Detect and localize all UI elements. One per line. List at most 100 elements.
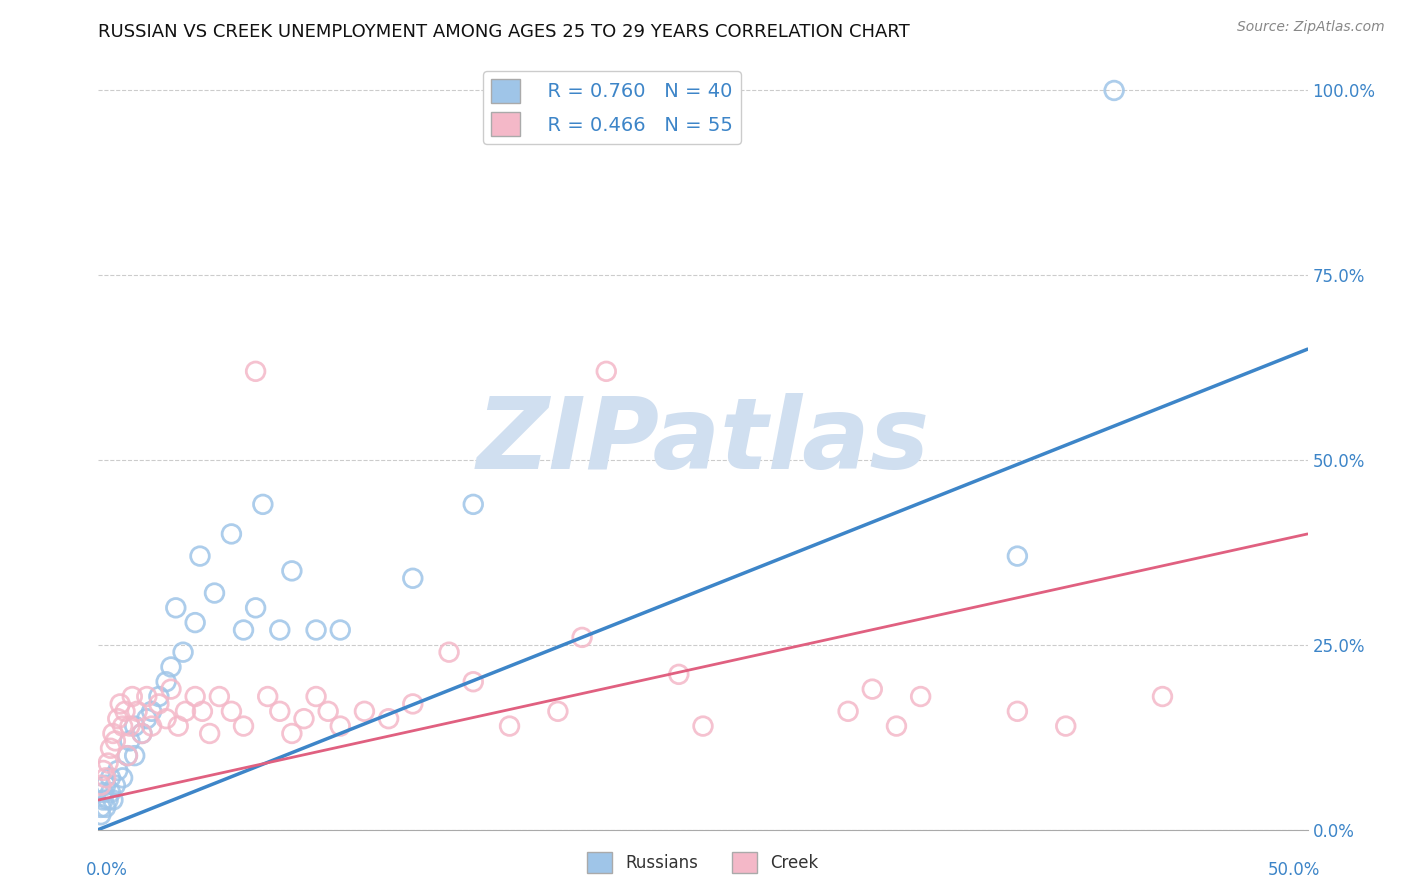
Point — [910, 690, 932, 704]
Point — [886, 719, 908, 733]
Point — [124, 748, 146, 763]
Point — [269, 623, 291, 637]
Point — [107, 712, 129, 726]
Point — [121, 690, 143, 704]
Point — [117, 748, 139, 763]
Point — [127, 704, 149, 718]
Point — [131, 726, 153, 740]
Point — [100, 741, 122, 756]
Point — [1152, 690, 1174, 704]
Point — [188, 549, 211, 563]
Point — [498, 719, 520, 733]
Point — [305, 623, 328, 637]
Point — [101, 726, 124, 740]
Point — [104, 734, 127, 748]
Point — [100, 771, 122, 785]
Point — [135, 690, 157, 704]
Point — [437, 645, 460, 659]
Point — [198, 726, 221, 740]
Point — [141, 719, 163, 733]
Point — [160, 682, 183, 697]
Point — [208, 690, 231, 704]
Point — [292, 712, 315, 726]
Point — [463, 497, 485, 511]
Point — [124, 719, 146, 733]
Point — [1007, 704, 1029, 718]
Point — [135, 712, 157, 726]
Point — [547, 704, 569, 718]
Text: 50.0%: 50.0% — [1267, 861, 1320, 879]
Point — [184, 690, 207, 704]
Point — [148, 690, 170, 704]
Point — [305, 690, 328, 704]
Point — [114, 704, 136, 718]
Point — [221, 704, 243, 718]
Point — [97, 793, 120, 807]
Point — [402, 697, 425, 711]
Point — [329, 719, 352, 733]
Point — [692, 719, 714, 733]
Point — [232, 623, 254, 637]
Point — [141, 704, 163, 718]
Point — [91, 786, 114, 800]
Point — [281, 564, 304, 578]
Legend:   R = 0.760   N = 40,   R = 0.466   N = 55: R = 0.760 N = 40, R = 0.466 N = 55 — [484, 71, 741, 144]
Point — [165, 600, 187, 615]
Point — [160, 660, 183, 674]
Point — [118, 719, 141, 733]
Point — [155, 674, 177, 689]
Point — [108, 697, 131, 711]
Point — [329, 623, 352, 637]
Point — [221, 527, 243, 541]
Point — [97, 756, 120, 770]
Point — [316, 704, 339, 718]
Point — [184, 615, 207, 630]
Point — [172, 645, 194, 659]
Point — [101, 793, 124, 807]
Point — [1102, 83, 1125, 97]
Point — [104, 778, 127, 792]
Point — [252, 497, 274, 511]
Point — [837, 704, 859, 718]
Point — [174, 704, 197, 718]
Point — [402, 571, 425, 585]
Point — [155, 712, 177, 726]
Point — [860, 682, 883, 697]
Point — [94, 800, 117, 814]
Point — [90, 807, 112, 822]
Point — [204, 586, 226, 600]
Point — [377, 712, 399, 726]
Point — [191, 704, 214, 718]
Point — [94, 771, 117, 785]
Point — [269, 704, 291, 718]
Point — [111, 719, 134, 733]
Text: RUSSIAN VS CREEK UNEMPLOYMENT AMONG AGES 25 TO 29 YEARS CORRELATION CHART: RUSSIAN VS CREEK UNEMPLOYMENT AMONG AGES… — [98, 23, 910, 41]
Point — [94, 778, 117, 792]
Point — [91, 764, 114, 778]
Point — [232, 719, 254, 733]
Point — [111, 771, 134, 785]
Text: 0.0%: 0.0% — [86, 861, 128, 879]
Point — [148, 697, 170, 711]
Legend: Russians, Creek: Russians, Creek — [581, 846, 825, 880]
Point — [90, 800, 112, 814]
Point — [167, 719, 190, 733]
Point — [1054, 719, 1077, 733]
Point — [353, 704, 375, 718]
Point — [91, 793, 114, 807]
Point — [595, 364, 617, 378]
Point — [131, 726, 153, 740]
Point — [281, 726, 304, 740]
Point — [256, 690, 278, 704]
Point — [571, 631, 593, 645]
Point — [107, 764, 129, 778]
Text: ZIPatlas: ZIPatlas — [477, 393, 929, 490]
Point — [117, 748, 139, 763]
Text: Source: ZipAtlas.com: Source: ZipAtlas.com — [1237, 20, 1385, 34]
Point — [463, 674, 485, 689]
Point — [1007, 549, 1029, 563]
Point — [668, 667, 690, 681]
Point — [90, 778, 112, 792]
Point — [118, 734, 141, 748]
Point — [245, 600, 267, 615]
